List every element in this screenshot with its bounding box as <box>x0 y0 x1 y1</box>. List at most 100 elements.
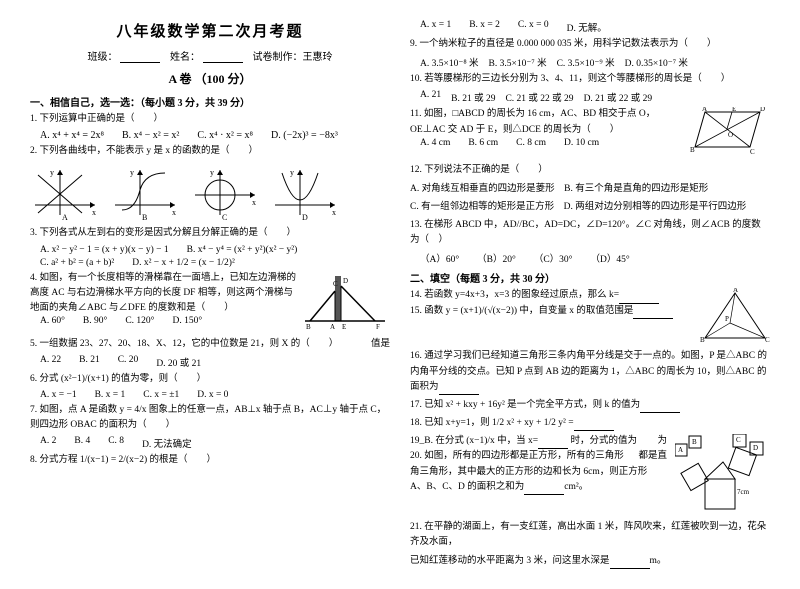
svg-text:x: x <box>332 208 336 217</box>
q4-options: A. 60° B. 90° C. 120° D. 150° <box>40 316 296 326</box>
q12-C: C. 有一组邻边相等的矩形是正方形 <box>410 202 554 212</box>
class-blank <box>120 52 160 63</box>
q16-blank <box>439 384 479 395</box>
svg-text:O: O <box>728 131 733 139</box>
svg-text:x: x <box>252 198 256 207</box>
q21-blank <box>610 558 650 569</box>
q12-A: A. 对角线互相垂直的四边形是菱形 <box>410 184 555 194</box>
maker-label: 试卷制作：王惠玲 <box>253 52 333 63</box>
q4-A: A. 60° <box>40 316 65 326</box>
q17-blank <box>640 402 680 413</box>
q13-B: （B）20° <box>477 251 516 265</box>
q1-stem: 1. 下列运算中正确的是（ ） <box>30 112 390 127</box>
graph-b: x y B <box>110 165 180 220</box>
svg-text:D: D <box>760 107 765 113</box>
q7-C: C. 8 <box>108 436 124 450</box>
svg-text:y: y <box>50 168 54 177</box>
svg-text:y: y <box>290 168 294 177</box>
svg-text:C: C <box>736 436 741 444</box>
svg-text:E: E <box>732 107 736 113</box>
svg-text:y: y <box>130 168 134 177</box>
q17-text: 17. 已知 x² + kxy + 16y² 是一个完全平方式，则 k 的值为 <box>410 400 640 410</box>
q12-B: B. 有三个角是直角的四边形是矩形 <box>564 184 708 194</box>
svg-text:x: x <box>92 208 96 217</box>
main-title: 八年级数学第二次月考题 <box>30 20 390 41</box>
q21-text2: 已知红莲移动的水平距离为 3 米，问这里水深是 <box>410 556 610 566</box>
q9-stem: 9. 一个纳米粒子的直径是 0.000 000 035 米，用科学记数法表示为（… <box>410 37 770 52</box>
q12-CD: C. 有一组邻边相等的矩形是正方形 D. 两组对边分别相等的四边形是平行四边形 <box>410 200 770 215</box>
q6-options: A. x = −1 B. x = 1 C. x = ±1 D. x = 0 <box>40 390 390 400</box>
q8-C: C. x = 0 <box>518 20 549 34</box>
q14-text: 14. 若函数 y=4x+3，x=3 的图象经过原点，那么 k= <box>410 290 619 300</box>
q10-A: A. 21 <box>420 90 441 104</box>
q13-A: （A）60° <box>420 251 459 265</box>
q10-stem: 10. 若等腰梯形的三边长分别为 3、4、11，则这个等腰梯形的周长是（ ） <box>410 72 770 87</box>
section1-heading: 一、相信自己，选一选：（每小题 3 分，共 39 分） <box>30 94 390 109</box>
q3-options-1: A. x² − y² − 1 = (x + y)(x − y) − 1 B. x… <box>40 245 390 255</box>
q5-stem-text: 5. 一组数据 23、27、20、18、X、12，它的中位数是 21，则 X 的… <box>30 339 338 349</box>
q6-A: A. x = −1 <box>40 390 77 400</box>
q2-stem: 2. 下列各曲线中，不能表示 y 是 x 的函数的是（ ） <box>30 144 390 159</box>
svg-text:C: C <box>222 213 227 220</box>
q1-options: A. x⁴ + x⁴ = 2x⁸ B. x⁴ − x² = x² C. x⁴ ·… <box>40 130 390 141</box>
q5-B: B. 21 <box>79 355 100 369</box>
svg-text:C: C <box>765 336 770 343</box>
q21-l1: 21. 在平静的湖面上，有一支红莲，高出水面 1 米，阵风吹来，红莲被吹到一边，… <box>410 520 770 550</box>
svg-text:A: A <box>702 107 707 113</box>
svg-text:A: A <box>733 288 738 294</box>
q9-B: B. 3.5×10⁻⁷ 米 <box>489 55 547 69</box>
svg-text:B: B <box>142 213 147 220</box>
q9-options: A. 3.5×10⁻⁸ 米 B. 3.5×10⁻⁷ 米 C. 3.5×10⁻⁹ … <box>420 55 770 69</box>
left-column: 八年级数学第二次月考题 班级： 姓名： 试卷制作：王惠玲 A 卷 （100 分）… <box>30 20 390 569</box>
q5-options: A. 22 B. 21 C. 20 D. 20 或 21 <box>40 355 390 369</box>
section2-heading: 二、填空（每题 3 分，共 30 分） <box>410 270 770 285</box>
q6-stem: 6. 分式 (x²−1)/(x+1) 的值为零，则（ ） <box>30 372 390 387</box>
svg-text:y: y <box>210 168 214 177</box>
q9-D: D. 0.35×10⁻⁷ 米 <box>625 55 688 69</box>
graph-c: x y C <box>190 165 260 220</box>
svg-text:7cm: 7cm <box>737 488 750 496</box>
q6-C: C. x = ±1 <box>143 390 179 400</box>
right-column: A. x = 1 B. x = 2 C. x = 0 D. 无解。 9. 一个纳… <box>410 20 770 569</box>
svg-text:D: D <box>302 213 308 220</box>
q13-D: （D）45° <box>590 251 629 265</box>
svg-text:B: B <box>700 336 705 343</box>
name-blank <box>203 52 243 63</box>
q13-stem: 13. 在梯形 ABCD 中，AD//BC，AD=DC，∠D=120°。∠C 对… <box>410 218 770 248</box>
q13-options: （A）60° （B）20° （C）30° （D）45° <box>420 251 770 265</box>
exam-page: 八年级数学第二次月考题 班级： 姓名： 试卷制作：王惠玲 A 卷 （100 分）… <box>0 0 800 589</box>
q2-graphs: x y A x y B <box>30 165 390 220</box>
q15-blank <box>633 308 673 319</box>
q5-stem: 值是 5. 一组数据 23、27、20、18、X、12，它的中位数是 21，则 … <box>30 337 390 352</box>
q3-options-2: C. a² + b² = (a + b)² D. x² − x + 1/2 = … <box>40 258 390 268</box>
class-label: 班级： <box>88 52 118 63</box>
q5-C: C. 20 <box>118 355 139 369</box>
svg-text:x: x <box>172 208 176 217</box>
q1-B: B. x⁴ − x² = x² <box>122 130 179 141</box>
svg-text:E: E <box>342 323 346 331</box>
q12-D: D. 两组对边分别相等的四边形是平行四边形 <box>564 202 747 212</box>
svg-text:A: A <box>678 446 683 454</box>
q10-options: A. 21 B. 21 或 29 C. 21 或 22 或 29 D. 21 或… <box>420 90 770 104</box>
q7-B: B. 4 <box>74 436 90 450</box>
graph-a: x y A <box>30 165 100 220</box>
q8-B: B. x = 2 <box>469 20 500 34</box>
header-row: 班级： 姓名： 试卷制作：王惠玲 <box>30 48 390 63</box>
q5-postfix: 值是 <box>371 337 390 352</box>
q10-D: D. 21 或 22 或 29 <box>584 90 653 104</box>
svg-text:A: A <box>330 323 335 331</box>
q13-C: （C）30° <box>534 251 573 265</box>
svg-text:D: D <box>753 444 758 452</box>
q11-A: A. 4 cm <box>420 138 450 148</box>
q5-A: A. 22 <box>40 355 61 369</box>
q9-A: A. 3.5×10⁻⁸ 米 <box>420 55 479 69</box>
q4-C: C. 120° <box>125 316 154 326</box>
q20-figure: A B C D 7cm <box>675 434 770 517</box>
q15-text: 15. 函数 y = (x+1)/(√(x−2)) 中，自变量 x 的取值范围是 <box>410 306 633 316</box>
q20-side: 都是直 <box>638 449 667 464</box>
q4-figure: C D B A E F <box>300 271 390 334</box>
name-label: 姓名： <box>170 52 200 63</box>
q10-C: C. 21 或 22 或 29 <box>505 90 573 104</box>
svg-text:C: C <box>333 280 338 288</box>
q15-figure: A B C P <box>700 288 770 346</box>
